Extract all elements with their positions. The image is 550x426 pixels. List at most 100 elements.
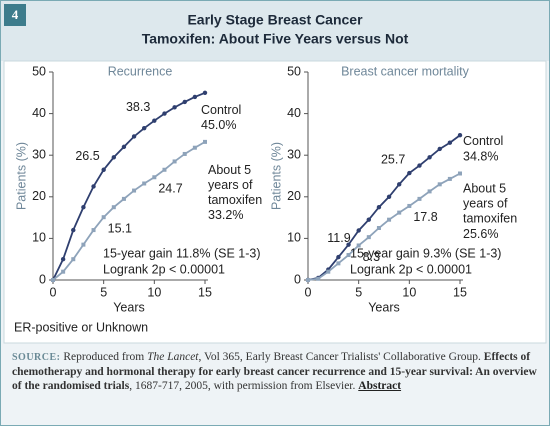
y-tick-label: 10 <box>32 231 46 245</box>
source-text: , Vol 365, Early Breast Cancer Trialists… <box>198 351 484 363</box>
marker <box>91 228 96 233</box>
marker <box>51 278 55 282</box>
x-tick-label: 0 <box>305 285 312 299</box>
x-tick-label: 5 <box>355 285 362 299</box>
marker <box>458 171 462 176</box>
y-tick-label: 30 <box>287 147 301 161</box>
x-axis-label: Years <box>113 300 145 314</box>
end-value-label: 25.6% <box>463 227 498 241</box>
badge <box>4 4 26 26</box>
y-tick-label: 50 <box>32 64 46 78</box>
marker <box>172 159 177 164</box>
marker <box>397 210 402 215</box>
value-label: 26.5 <box>75 149 99 163</box>
series-name: About 5 years of tamoxifen <box>208 163 262 207</box>
series-name: Control <box>463 135 503 149</box>
marker <box>202 90 208 96</box>
marker <box>427 189 432 194</box>
y-tick-label: 50 <box>287 64 301 78</box>
marker <box>447 176 452 181</box>
marker <box>152 118 157 123</box>
article: Effects of chemotherapy and hormonal the… <box>12 351 537 392</box>
series-line <box>52 91 206 281</box>
marker <box>192 145 197 150</box>
y-tick-label: 20 <box>287 189 301 203</box>
value-label: 8.3 <box>363 250 380 264</box>
marker <box>111 155 117 160</box>
series-name: About 5 years of tamoxifen <box>463 182 517 226</box>
marker <box>121 144 127 150</box>
value-label: 24.7 <box>158 182 182 196</box>
subtitle: Tamoxifen: About Five Years versus Not <box>142 31 409 47</box>
marker <box>101 215 106 220</box>
marker <box>203 139 207 144</box>
marker <box>376 226 381 230</box>
marker <box>71 257 76 262</box>
y-tick-label: 40 <box>287 106 301 120</box>
marker <box>427 155 432 160</box>
marker <box>61 269 66 274</box>
marker <box>306 278 310 282</box>
marker <box>152 175 157 180</box>
marker <box>447 140 453 145</box>
marker <box>336 254 341 260</box>
marker <box>376 205 382 210</box>
y-tick-label: 30 <box>32 147 46 161</box>
marker <box>407 203 412 208</box>
series-name: Control <box>201 103 241 117</box>
marker <box>346 242 351 247</box>
marker <box>60 257 66 262</box>
end-value-label: 34.8% <box>463 150 498 164</box>
marker <box>437 146 442 152</box>
marker <box>131 134 137 139</box>
marker <box>132 188 137 193</box>
marker <box>81 205 86 210</box>
footnote: ER-positive or Unknown <box>14 320 148 334</box>
abstract-link[interactable]: Abstract <box>358 380 402 392</box>
y-tick-label: 0 <box>294 272 301 286</box>
marker <box>162 111 167 116</box>
x-tick-label: 15 <box>453 285 467 299</box>
marker <box>346 253 351 258</box>
marker <box>437 182 442 187</box>
value-label: 38.3 <box>126 100 150 114</box>
marker <box>91 184 96 189</box>
marker <box>457 133 463 138</box>
marker <box>356 228 361 233</box>
source-label: SOURCE: <box>12 352 61 363</box>
y-tick-label: 0 <box>39 272 46 286</box>
y-tick-label: 10 <box>287 231 301 245</box>
marker <box>366 235 371 240</box>
source-text: Reproduced from <box>60 351 148 363</box>
x-tick-label: 10 <box>147 285 161 299</box>
marker <box>172 105 177 110</box>
marker <box>316 276 321 281</box>
value-label: 11.9 <box>327 231 350 245</box>
marker <box>121 196 126 201</box>
end-value-label: 45.0% <box>201 118 236 132</box>
marker <box>397 182 402 187</box>
source-text: , 1687-717, 2005, with permission from E… <box>129 380 359 392</box>
journal: The Lancet <box>147 351 199 363</box>
y-axis-label: Patients (%) <box>269 142 283 210</box>
value-label: 25.7 <box>381 152 405 166</box>
end-value-label: 33.2% <box>208 208 243 222</box>
marker <box>326 269 331 274</box>
annotation: Logrank 2p < 0.00001 <box>103 262 225 276</box>
badge-text: 4 <box>12 7 19 22</box>
chart-title: Breast cancer mortality <box>341 64 470 78</box>
series-line <box>52 141 206 281</box>
source: SOURCE: Reproduced from The Lancet, Vol … <box>12 350 538 393</box>
marker <box>407 170 412 176</box>
marker <box>142 181 147 186</box>
marker <box>336 261 341 266</box>
marker <box>182 99 187 105</box>
series-line <box>307 134 461 281</box>
marker <box>162 167 167 172</box>
marker <box>111 205 116 210</box>
header-band <box>1 1 549 61</box>
x-tick-label: 10 <box>402 285 416 299</box>
title: Early Stage Breast Cancer <box>187 12 363 28</box>
value-label: 15.1 <box>108 221 132 235</box>
